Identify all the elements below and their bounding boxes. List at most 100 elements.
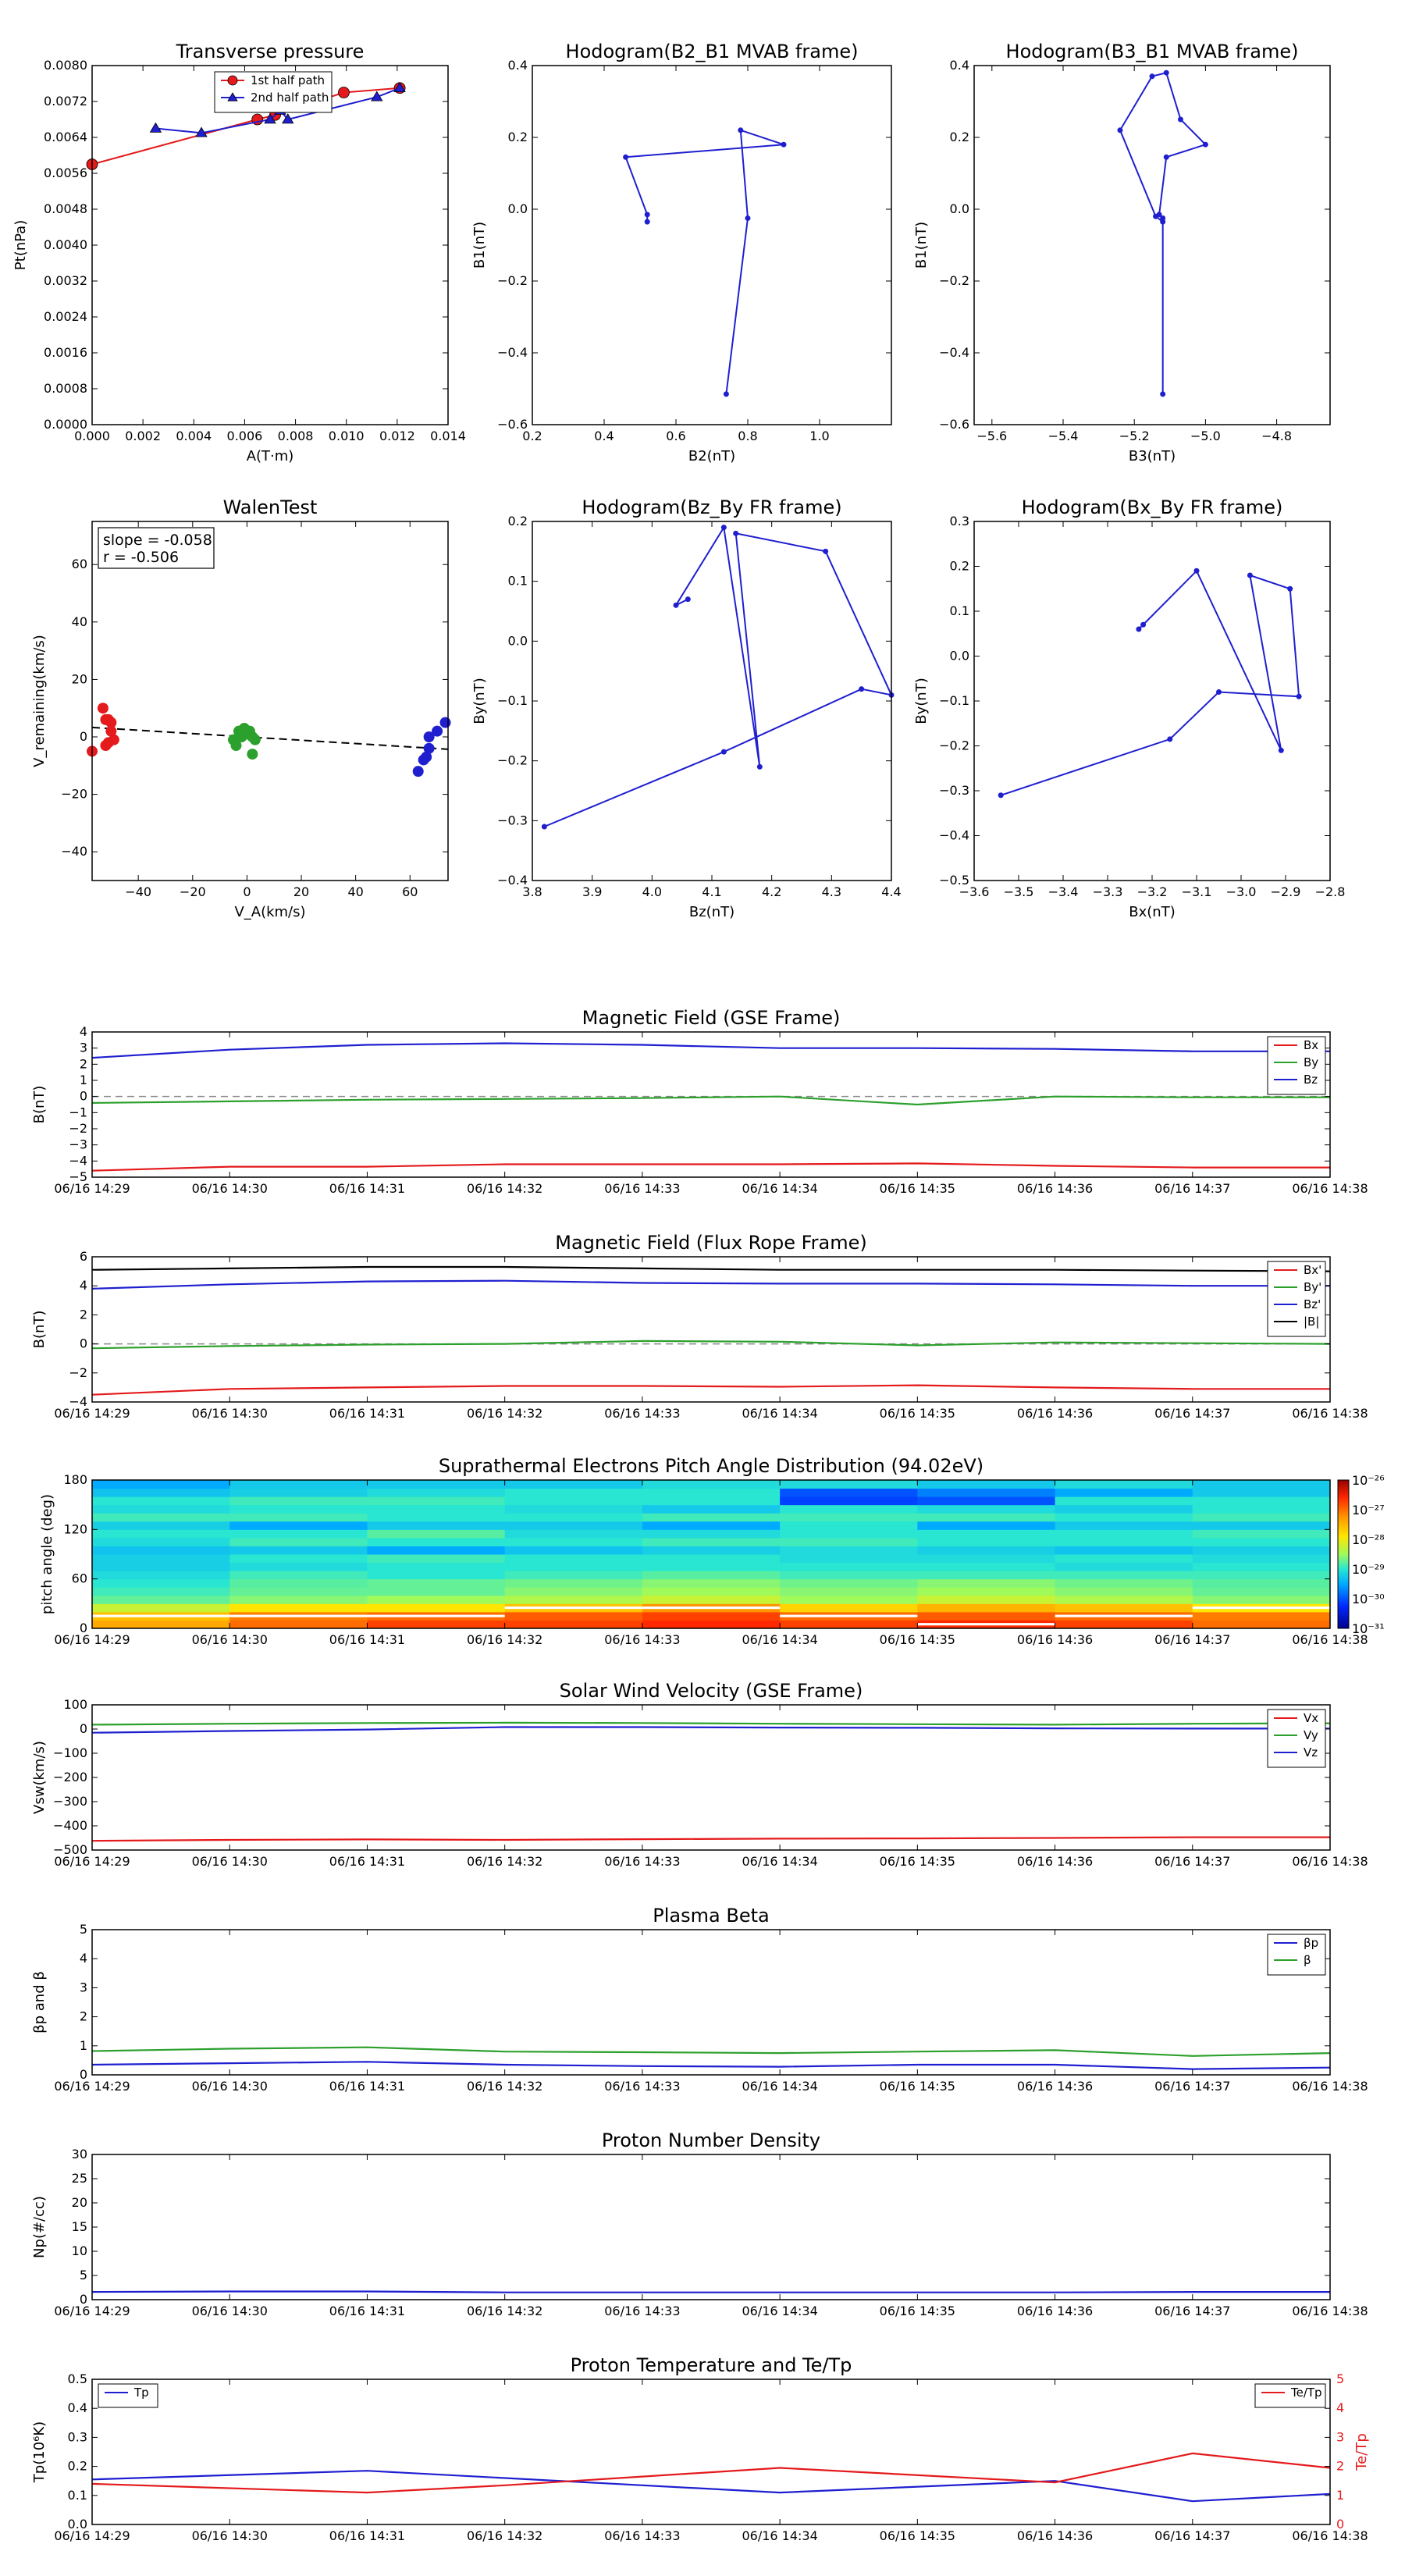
pad-cell [642,1620,781,1629]
h1-xtick-label: 0.2 [522,429,542,443]
pad-cell [642,1571,781,1580]
walen-point-2-6 [439,717,451,728]
pad-cell [367,1554,506,1564]
pad-cell [642,1595,781,1604]
pad-cell [504,1529,643,1539]
vsw-title: Solar Wind Velocity (GSE Frame) [560,1680,863,1702]
tp2-axes-frame [91,2379,1331,2525]
pad-cell [1055,1571,1193,1580]
bfr-xtick-label: 06/16 14:31 [329,1406,405,1421]
tp2-ylabel2: Te/Tp [1353,2433,1370,2471]
tp-legend-marker [227,75,238,86]
pad-cell [367,1480,506,1489]
h1-ytick-label: −0.6 [497,417,528,432]
pad-cell [229,1562,368,1571]
beta-xtick-label: 06/16 14:29 [54,2079,130,2094]
pad-cell [917,1611,1056,1621]
pad-cell [780,1571,918,1580]
tp-title: Transverse pressure [176,41,365,62]
walen-xtick-label: 0 [243,884,251,899]
vsw-ytick-label: −200 [53,1770,87,1784]
pad-cell [917,1571,1056,1580]
bgse-axes-frame [91,1031,1331,1178]
pad-colorbar [1337,1479,1350,1629]
beta-legend-box [1267,1934,1326,1976]
h1-ytick-label: 0.2 [508,130,528,144]
bgse-xtick-label: 06/16 14:32 [467,1181,542,1196]
pad-xtick-label: 06/16 14:29 [54,1632,130,1647]
vsw-xtick-label: 06/16 14:33 [604,1854,680,1869]
bgse-ytick-label: 2 [80,1056,87,1071]
pad-cell [367,1603,506,1613]
h1-path-0 [624,129,784,395]
beta-ytick-label: 3 [80,1980,87,1994]
h2-xlabel: B3(nT) [1129,448,1176,464]
h2-ytick-label: 0.0 [950,201,969,216]
pad-cell [504,1504,643,1514]
walen-ylabel: V_remaining(km/s) [31,635,48,767]
pad-xtick-label: 06/16 14:37 [1154,1632,1230,1647]
np-xtick-label: 06/16 14:31 [329,2304,405,2318]
np-ylabel: Np(#/cc) [31,2196,48,2258]
pad-xtick-label: 06/16 14:35 [880,1632,955,1647]
h2-title: Hodogram(B3_B1 MVAB frame) [1006,41,1299,62]
pad-cell [229,1513,368,1522]
pad-cell [780,1603,918,1613]
pad-cell [367,1537,506,1546]
pad-cell [504,1562,643,1571]
tp2-ytick2-label: 1 [1336,2488,1344,2503]
pad-cell [917,1521,1056,1530]
h1-point-5 [745,215,751,221]
bfr-series-3 [91,1265,1331,1272]
h4-xtick-label: −3.5 [1004,884,1034,899]
np-axes-frame [91,2154,1331,2300]
walen-xtick-label: −40 [125,884,151,899]
pad-cell [1192,1537,1331,1546]
bgse-xtick-label: 06/16 14:35 [880,1181,955,1196]
h2-ytick-label: 0.2 [950,130,969,144]
beta-title: Plasma Beta [653,1905,769,1927]
h2-xtick-label: −5.2 [1119,429,1150,443]
pad-cell [1192,1504,1331,1514]
bfr-ytick-label: 0 [80,1336,87,1351]
tp-ytick-label: 0.0016 [44,345,87,360]
h3-point-3 [756,763,763,770]
h1-ytick-label: 0.0 [508,201,528,216]
chart-h3: Hodogram(Bz_By FR frame) −0.4 −0.3 −0.2 −0.1… [471,496,902,920]
tp-xtick-label: 0.012 [379,429,415,443]
bfr-xtick-label: 06/16 14:30 [192,1406,268,1421]
h3-xtick-label: 4.2 [762,884,781,899]
pad-cell [642,1529,781,1539]
walen-ytick-label: 60 [72,557,87,571]
chart-beta: Plasma Beta 0 1 2 3 4 5 06/16 14:29 06/16 14:30 0… [31,1905,1368,2094]
tp2-ytick-label: 0.2 [68,2459,87,2474]
vsw-ytick-label: −500 [53,1842,87,1857]
pad-cell [1055,1496,1193,1506]
h2-ytick-label: −0.2 [939,273,969,288]
walen-point-0-4 [105,717,117,728]
tp-ytick-label: 0.0080 [44,58,87,73]
pad-cell [642,1578,781,1588]
h1-xtick-label: 1.0 [809,429,829,443]
walen-xlabel: V_A(km/s) [234,904,305,920]
h4-point-0 [1140,621,1147,628]
h4-point-7 [1216,689,1222,695]
bfr-ytick-label: 6 [80,1249,87,1264]
bfr-axes-frame [91,1256,1331,1403]
pad-cell [92,1595,230,1604]
tp2-ytick-label: 0.1 [68,2488,87,2503]
pad-cell [504,1578,643,1588]
pad-cell [229,1554,368,1564]
pad-cell [1192,1521,1331,1530]
h3-ytick-label: −0.4 [497,873,528,888]
pad-cell [504,1611,643,1621]
tp-xtick-label: 0.008 [278,429,314,443]
h4-point-2 [1193,568,1200,574]
walen-ytick-label: 0 [80,729,87,744]
bfr-xtick-label: 06/16 14:37 [1154,1406,1230,1421]
np-series-0 [91,2290,1330,2293]
bgse-legend-label: By [1304,1055,1318,1069]
np-title: Proton Number Density [602,2129,820,2151]
h3-xtick-label: 3.9 [582,884,602,899]
pad-cell [780,1537,918,1546]
